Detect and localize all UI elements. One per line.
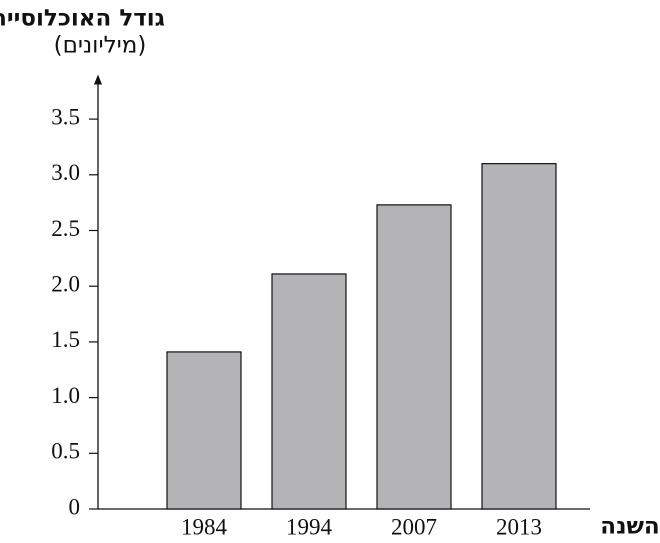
bar [166, 351, 242, 510]
y-axis-unit: (מיליונים) [54, 33, 147, 59]
chart-title: גודל האוכלוסייה [0, 6, 165, 32]
y-tick-label: 2.0 [51, 271, 80, 296]
y-tick-label: 1.0 [51, 383, 80, 408]
y-tick-label: 0.5 [51, 439, 80, 464]
bar [376, 204, 452, 510]
y-tick-label: 3.0 [51, 160, 80, 185]
x-tick-label: 1984 [181, 514, 228, 539]
bar [271, 273, 347, 510]
bar [481, 163, 557, 510]
y-tick-label: 2.5 [51, 216, 80, 241]
x-axis-label: השנה [600, 514, 659, 540]
x-tick-label: 2013 [496, 514, 542, 539]
x-tick-label: 2007 [391, 514, 437, 539]
y-tick-label: 1.5 [51, 327, 80, 352]
x-tick-label: 1994 [286, 514, 333, 539]
y-axis-arrow [94, 74, 102, 85]
y-tick-label: 0 [69, 494, 81, 519]
y-tick-label: 3.5 [51, 104, 80, 129]
